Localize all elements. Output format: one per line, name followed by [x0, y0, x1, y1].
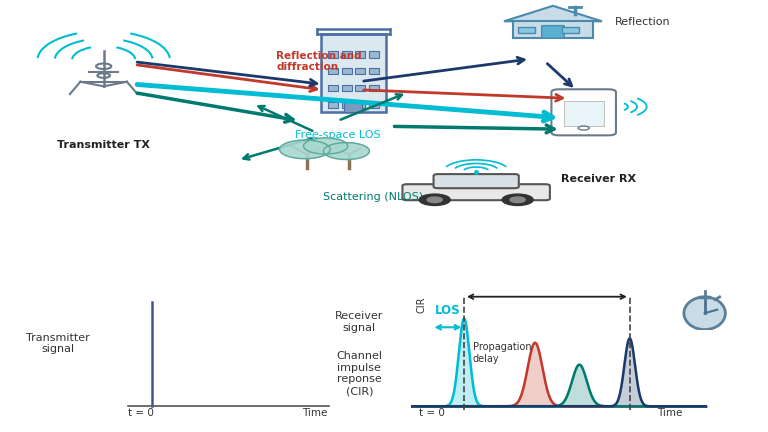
FancyBboxPatch shape [433, 174, 519, 188]
FancyBboxPatch shape [513, 21, 593, 38]
Text: Receiver
signal: Receiver signal [336, 311, 383, 333]
Text: Scattering (NLOS): Scattering (NLOS) [323, 191, 422, 202]
Text: Time: Time [302, 409, 327, 419]
FancyBboxPatch shape [541, 25, 564, 38]
Text: Reflection and
diffraction: Reflection and diffraction [276, 51, 362, 72]
FancyBboxPatch shape [355, 68, 366, 74]
Text: Receiver RX: Receiver RX [561, 174, 637, 184]
Text: Transmitter TX: Transmitter TX [57, 140, 151, 150]
FancyBboxPatch shape [369, 68, 379, 74]
FancyBboxPatch shape [342, 51, 352, 57]
FancyBboxPatch shape [562, 27, 579, 34]
FancyBboxPatch shape [518, 27, 535, 34]
FancyBboxPatch shape [329, 85, 338, 91]
FancyBboxPatch shape [369, 51, 379, 57]
Polygon shape [504, 6, 602, 21]
FancyBboxPatch shape [321, 34, 386, 112]
Text: Channel
impulse
reponse
(CIR): Channel impulse reponse (CIR) [336, 351, 382, 396]
Circle shape [510, 197, 525, 203]
FancyBboxPatch shape [342, 85, 352, 91]
FancyBboxPatch shape [342, 68, 352, 74]
Circle shape [427, 197, 442, 203]
Text: t = 0: t = 0 [419, 409, 445, 419]
Text: Transmitter
signal: Transmitter signal [25, 333, 90, 354]
FancyBboxPatch shape [355, 51, 366, 57]
Text: CIR: CIR [416, 297, 426, 313]
Circle shape [684, 297, 725, 330]
Text: Reflection: Reflection [614, 17, 670, 28]
FancyBboxPatch shape [329, 68, 338, 74]
FancyBboxPatch shape [355, 102, 366, 108]
FancyBboxPatch shape [344, 102, 362, 112]
Text: Free-space LOS: Free-space LOS [295, 130, 381, 140]
FancyBboxPatch shape [329, 51, 338, 57]
Circle shape [419, 194, 450, 206]
Text: Time: Time [657, 409, 683, 419]
Text: t = 0: t = 0 [128, 409, 154, 419]
Circle shape [303, 138, 348, 154]
Circle shape [280, 140, 330, 159]
FancyBboxPatch shape [564, 101, 604, 126]
FancyBboxPatch shape [342, 102, 352, 108]
Circle shape [323, 143, 369, 159]
Circle shape [502, 194, 533, 206]
FancyBboxPatch shape [355, 85, 366, 91]
FancyBboxPatch shape [551, 89, 616, 135]
FancyBboxPatch shape [402, 184, 550, 200]
FancyBboxPatch shape [369, 102, 379, 108]
FancyBboxPatch shape [369, 85, 379, 91]
FancyBboxPatch shape [329, 102, 338, 108]
Text: LOS: LOS [435, 304, 461, 317]
Text: Propagation
delay: Propagation delay [473, 342, 531, 364]
